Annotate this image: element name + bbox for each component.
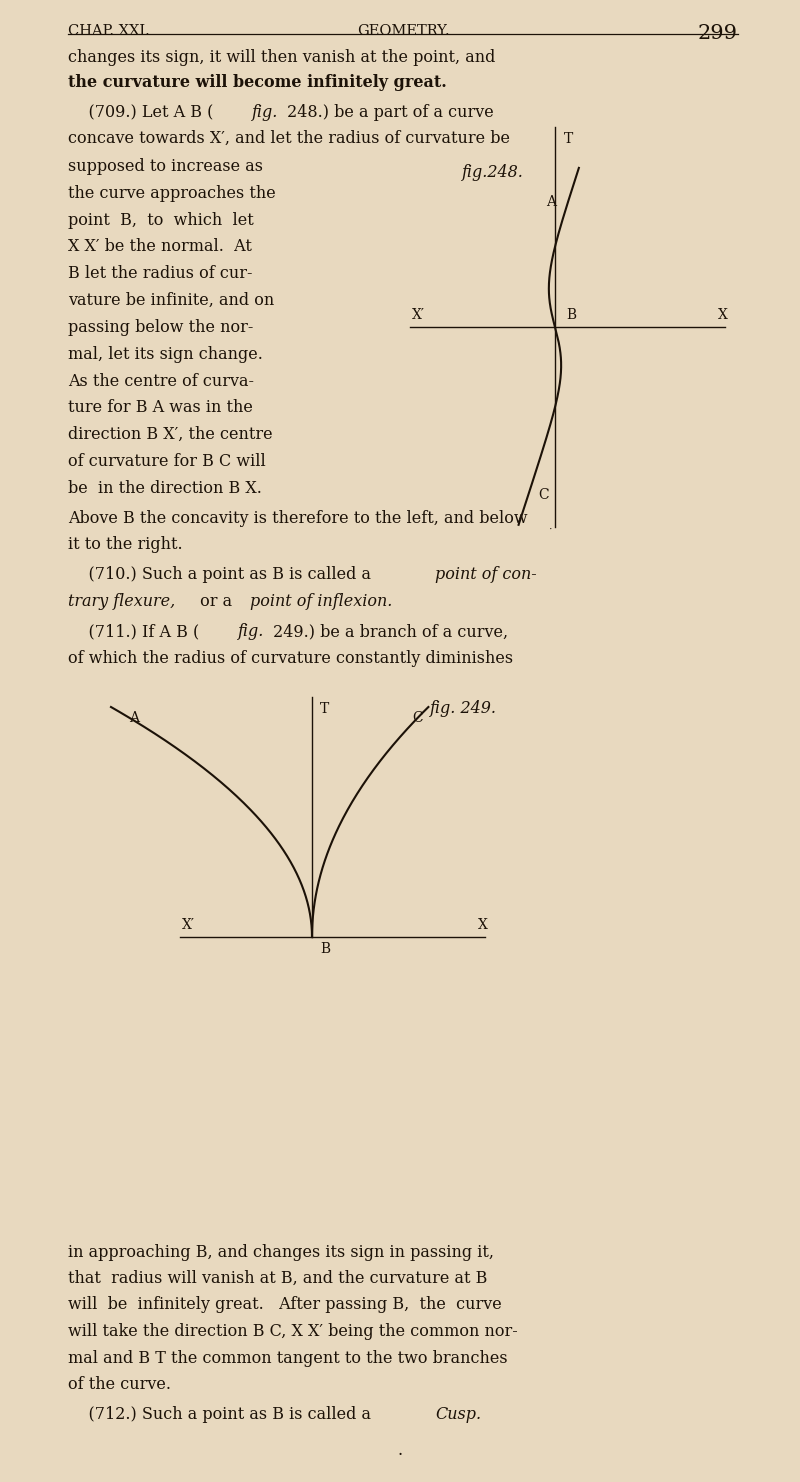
Text: fig. 249.: fig. 249. xyxy=(430,700,497,717)
Text: point  B,  to  which  let: point B, to which let xyxy=(68,212,254,230)
Text: vature be infinite, and on: vature be infinite, and on xyxy=(68,292,274,310)
Text: (709.) Let A B (: (709.) Let A B ( xyxy=(68,104,214,122)
Text: of curvature for B C will: of curvature for B C will xyxy=(68,453,266,470)
Text: point of con-: point of con- xyxy=(435,566,537,582)
Text: trary flexure,: trary flexure, xyxy=(68,593,175,611)
Text: X′: X′ xyxy=(182,917,195,932)
Text: passing below the nor-: passing below the nor- xyxy=(68,319,254,336)
Text: (711.) If A B (: (711.) If A B ( xyxy=(68,622,199,640)
Text: that  radius will vanish at B, and the curvature at B: that radius will vanish at B, and the cu… xyxy=(68,1270,487,1286)
Text: Above B the concavity is therefore to the left, and below: Above B the concavity is therefore to th… xyxy=(68,510,528,528)
Text: ˙: ˙ xyxy=(548,529,554,539)
Text: will take the direction B C, X X′ being the common nor-: will take the direction B C, X X′ being … xyxy=(68,1323,518,1340)
Text: direction B X′, the centre: direction B X′, the centre xyxy=(68,425,273,443)
Text: T: T xyxy=(320,702,330,716)
Text: be  in the direction B X.: be in the direction B X. xyxy=(68,480,262,496)
Text: changes its sign, it will then vanish at the point, and: changes its sign, it will then vanish at… xyxy=(68,49,495,67)
Text: B: B xyxy=(320,943,330,956)
Text: will  be  infinitely great.   After passing B,  the  curve: will be infinitely great. After passing … xyxy=(68,1295,502,1313)
Text: A: A xyxy=(546,196,556,209)
Text: it to the right.: it to the right. xyxy=(68,536,182,553)
Text: point of inflexion.: point of inflexion. xyxy=(250,593,392,611)
Text: Cusp.: Cusp. xyxy=(435,1406,481,1423)
Text: mal and B T the common tangent to the two branches: mal and B T the common tangent to the tw… xyxy=(68,1350,508,1366)
Text: 249.) be a branch of a curve,: 249.) be a branch of a curve, xyxy=(268,622,508,640)
Text: of the curve.: of the curve. xyxy=(68,1375,171,1393)
Text: the curvature will become infinitely great.: the curvature will become infinitely gre… xyxy=(68,74,446,90)
Text: of which the radius of curvature constantly diminishes: of which the radius of curvature constan… xyxy=(68,651,513,667)
Text: 248.) be a part of a curve: 248.) be a part of a curve xyxy=(282,104,494,122)
Text: X′: X′ xyxy=(412,308,425,322)
Text: fig.248.: fig.248. xyxy=(462,165,524,181)
Text: the curve approaches the: the curve approaches the xyxy=(68,185,276,202)
Text: B let the radius of cur-: B let the radius of cur- xyxy=(68,265,253,282)
Text: C: C xyxy=(538,488,549,502)
Text: CHAP. XXI.: CHAP. XXI. xyxy=(68,24,150,39)
Text: X: X xyxy=(478,917,488,932)
Text: fig.: fig. xyxy=(252,104,278,122)
Text: C: C xyxy=(412,711,423,725)
Text: 299: 299 xyxy=(698,24,738,43)
Text: X X′ be the normal.  At: X X′ be the normal. At xyxy=(68,239,252,255)
Text: A: A xyxy=(129,711,139,725)
Text: T: T xyxy=(564,132,574,147)
Text: mal, let its sign change.: mal, let its sign change. xyxy=(68,345,263,363)
Text: ·: · xyxy=(398,1446,402,1464)
Text: or a: or a xyxy=(195,593,238,611)
Text: (710.) Such a point as B is called a: (710.) Such a point as B is called a xyxy=(68,566,376,582)
Text: GEOMETRY.: GEOMETRY. xyxy=(357,24,450,39)
Text: fig.: fig. xyxy=(238,622,265,640)
Text: concave towards X′, and let the radius of curvature be: concave towards X′, and let the radius o… xyxy=(68,130,510,147)
Text: As the centre of curva-: As the centre of curva- xyxy=(68,373,254,390)
Text: supposed to increase as: supposed to increase as xyxy=(68,159,263,175)
Text: X: X xyxy=(718,308,728,322)
Text: (712.) Such a point as B is called a: (712.) Such a point as B is called a xyxy=(68,1406,376,1423)
Text: ture for B A was in the: ture for B A was in the xyxy=(68,399,253,416)
Text: B: B xyxy=(566,308,576,322)
Text: in approaching B, and changes its sign in passing it,: in approaching B, and changes its sign i… xyxy=(68,1243,494,1261)
